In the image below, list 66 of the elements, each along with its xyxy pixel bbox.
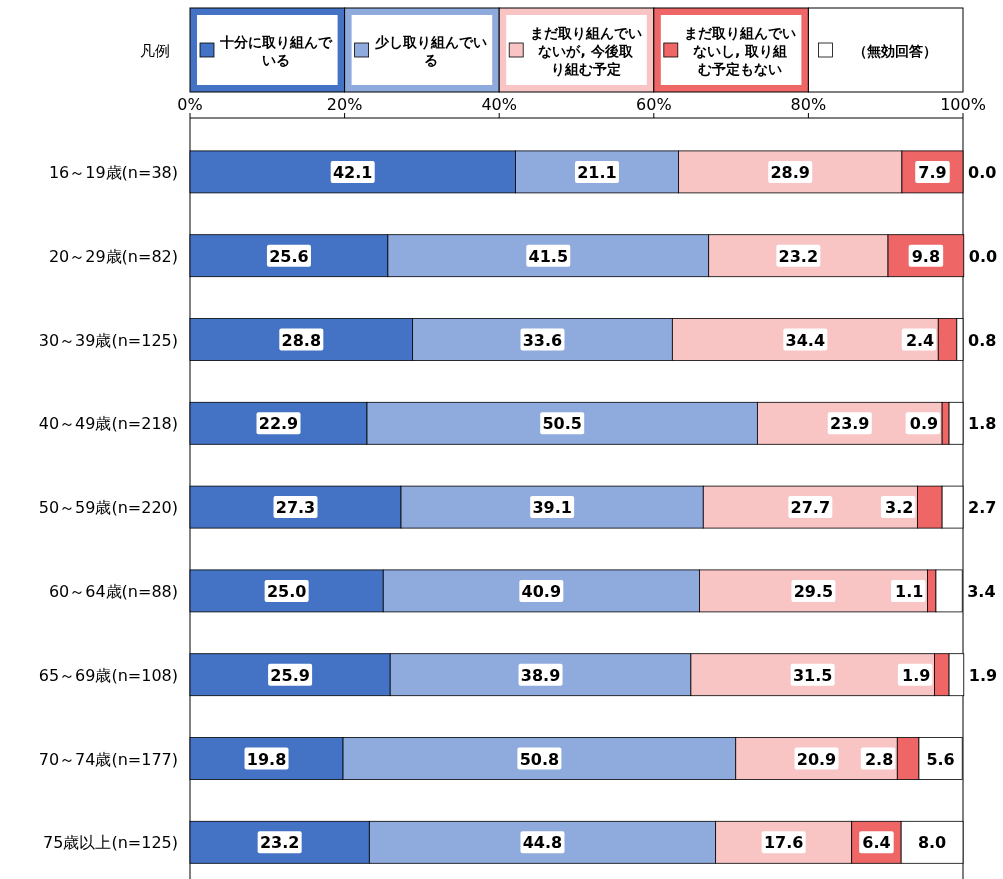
data-label: 9.8 — [911, 246, 941, 266]
legend-label: 十分に取り組んでいる — [219, 34, 334, 68]
data-label: 0.0 — [968, 162, 997, 182]
data-label: 2.8 — [864, 749, 894, 769]
x-tick-label: 80% — [790, 95, 827, 114]
data-label: 28.8 — [281, 330, 322, 350]
data-label: 44.8 — [522, 833, 563, 853]
legend-label: まだ取り組んでいないし, 取り組む予定もない — [684, 25, 797, 77]
x-tick-label: 20% — [326, 95, 363, 114]
y-tick-label: 20～29歳(n=82) — [48, 246, 178, 266]
y-tick-label: 70～74歳(n=177) — [38, 749, 178, 769]
data-label: 21.1 — [577, 162, 617, 182]
y-tick-label: 60～64歳(n=88) — [48, 581, 178, 601]
data-label: 25.6 — [269, 246, 309, 266]
data-label: 27.3 — [275, 498, 316, 518]
data-label: 34.4 — [785, 330, 826, 350]
data-label: 3.2 — [885, 498, 914, 518]
data-label: 2.7 — [968, 498, 997, 518]
data-label: 17.6 — [763, 833, 804, 853]
data-label: 39.1 — [532, 498, 572, 518]
data-label: 0.8 — [968, 330, 997, 350]
data-label: 1.9 — [902, 665, 931, 685]
data-label: 1.1 — [895, 581, 924, 601]
data-label: 2.4 — [905, 330, 935, 350]
x-tick-label: 100% — [940, 95, 986, 114]
data-label: 5.6 — [926, 749, 955, 769]
data-label: 42.1 — [332, 162, 373, 182]
data-label: 0.0 — [968, 246, 998, 266]
data-label: 50.8 — [519, 749, 560, 769]
data-label: 40.9 — [521, 581, 562, 601]
x-tick-label: 40% — [481, 95, 517, 114]
legend-title: 凡例 — [140, 42, 170, 60]
data-label: 20.9 — [796, 749, 837, 769]
data-label: 6.4 — [862, 833, 891, 853]
legend-label: （無効回答） — [852, 43, 937, 59]
data-label: 3.4 — [967, 581, 996, 601]
data-label: 7.9 — [918, 162, 947, 182]
y-tick-label: 75歳以上(n=125) — [43, 833, 178, 853]
y-tick-label: 30～39歳(n=125) — [38, 330, 178, 350]
data-label: 1.8 — [968, 414, 997, 434]
data-label: 33.6 — [522, 330, 563, 350]
data-label: 41.5 — [528, 246, 569, 266]
data-label: 1.9 — [968, 665, 998, 685]
x-tick-label: 0% — [177, 95, 203, 114]
y-tick-label: 40～49歳(n=218) — [38, 414, 178, 434]
y-tick-label: 65～69歳(n=108) — [38, 665, 178, 685]
data-label: 31.5 — [792, 665, 833, 685]
data-label: 25.9 — [270, 665, 310, 685]
data-label: 23.2 — [778, 246, 819, 266]
data-label: 27.7 — [790, 498, 831, 518]
data-label: 28.9 — [770, 162, 810, 182]
data-label: 29.5 — [793, 581, 834, 601]
y-tick-label: 16～19歳(n=38) — [48, 162, 178, 182]
data-label: 50.5 — [542, 414, 582, 434]
legend-label: まだ取り組んでいないが, 今後取り組む予定 — [529, 25, 642, 77]
data-label: 19.8 — [246, 749, 287, 769]
data-label: 0.9 — [909, 414, 939, 434]
data-label: 8.0 — [917, 833, 947, 853]
x-tick-label: 60% — [636, 95, 672, 114]
data-label: 23.2 — [259, 833, 300, 853]
data-label: 23.9 — [830, 414, 870, 434]
data-label: 22.9 — [258, 414, 299, 434]
data-label: 25.0 — [266, 581, 307, 601]
data-label: 38.9 — [520, 665, 561, 685]
legend-label: 少し取り組んでいる — [374, 34, 487, 68]
y-tick-label: 50～59歳(n=220) — [38, 498, 178, 518]
